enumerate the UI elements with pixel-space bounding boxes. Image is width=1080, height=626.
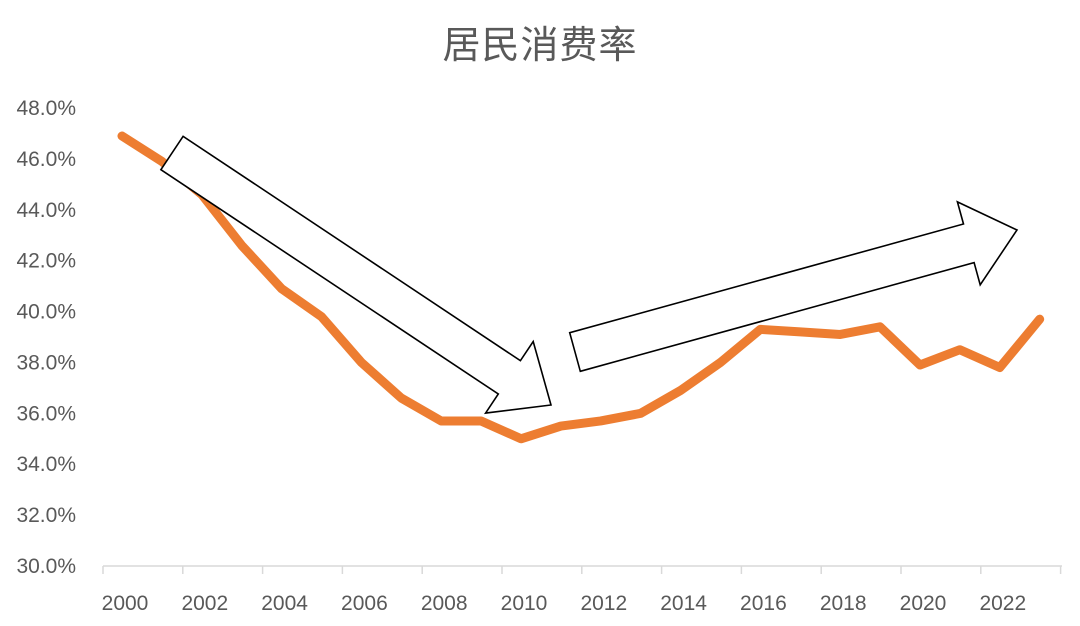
x-tick-label: 2022 xyxy=(979,592,1026,615)
y-tick-label: 46.0% xyxy=(16,148,76,171)
x-tick-label: 2016 xyxy=(740,592,787,615)
x-tick-label: 2014 xyxy=(660,592,707,615)
x-tick-label: 2020 xyxy=(900,592,947,615)
y-tick-label: 38.0% xyxy=(16,351,76,374)
x-tick-label: 2002 xyxy=(181,592,228,615)
up-arrow-annotation xyxy=(568,200,1019,373)
y-axis-tick-labels: 30.0% 32.0% 34.0% 36.0% 38.0% 40.0% 42.0% 44.0%… xyxy=(16,97,76,578)
x-tick-label: 2008 xyxy=(421,592,468,615)
chart-title: 居民消费率 xyxy=(442,23,638,67)
y-tick-label: 48.0% xyxy=(16,97,76,120)
y-tick-label: 32.0% xyxy=(16,504,76,527)
y-tick-label: 44.0% xyxy=(16,199,76,222)
x-tick-label: 2018 xyxy=(820,592,867,615)
y-tick-label: 42.0% xyxy=(16,250,76,273)
series-layer xyxy=(117,131,1045,444)
series-line xyxy=(117,131,1045,444)
down-arrow-annotation xyxy=(159,135,553,415)
y-tick-label: 40.0% xyxy=(16,301,76,324)
x-tick-label: 2010 xyxy=(501,592,548,615)
x-tick-label: 2004 xyxy=(261,592,308,615)
x-tick-label: 2000 xyxy=(102,592,149,615)
y-tick-label: 34.0% xyxy=(16,453,76,476)
x-tick-label: 2012 xyxy=(580,592,627,615)
annotation-layer xyxy=(159,135,1019,415)
x-axis-tick-labels: 2000 2002 2004 2006 2008 2010 2012 2014 2016 2018… xyxy=(102,592,1027,615)
chart-axes xyxy=(102,565,1062,574)
y-tick-label: 36.0% xyxy=(16,402,76,425)
x-tick-label: 2006 xyxy=(341,592,388,615)
y-tick-label: 30.0% xyxy=(16,555,76,578)
